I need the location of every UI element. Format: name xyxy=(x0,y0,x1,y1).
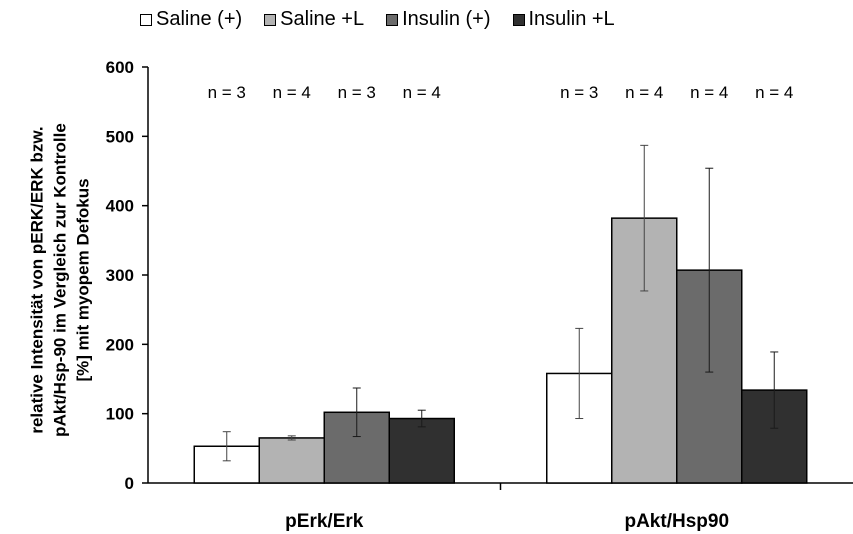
legend-item-insulin-l: Insulin +L xyxy=(512,8,615,31)
legend-label-insulin-l: Insulin +L xyxy=(528,8,615,30)
legend-label-saline-l: Saline +L xyxy=(280,8,365,30)
legend-swatch-insulin-l xyxy=(512,13,525,26)
bar xyxy=(388,417,455,484)
y-tick-label: 0 xyxy=(125,474,134,493)
sample-size-label: n = 3 xyxy=(208,83,246,102)
y-tick-label: 400 xyxy=(106,197,134,216)
sample-size-label: n = 4 xyxy=(755,83,793,102)
sample-size-label: n = 4 xyxy=(403,83,441,102)
sample-size-label: n = 4 xyxy=(273,83,311,102)
legend-label-insulin: Insulin (+) xyxy=(402,8,491,30)
legend-swatch-saline-l xyxy=(264,13,277,26)
legend-swatch-saline xyxy=(140,13,152,26)
x-tick-label: pAkt/Hsp90 xyxy=(624,511,729,532)
legend-item-insulin: Insulin (+) xyxy=(386,8,491,31)
x-tick-label: pErk/Erk xyxy=(285,511,364,532)
sample-size-label: n = 3 xyxy=(560,83,598,102)
y-tick-label: 300 xyxy=(106,266,134,285)
y-tick-label: 200 xyxy=(106,335,134,354)
legend-swatch-insulin xyxy=(386,13,399,26)
legend-item-saline-l: Saline +L xyxy=(264,8,364,31)
y-tick-label: 100 xyxy=(106,405,134,424)
sample-size-label: n = 4 xyxy=(690,83,728,102)
legend: Saline (+) Saline +L Insulin (+) Insulin… xyxy=(140,8,615,31)
bar xyxy=(258,437,325,484)
legend-item-saline: Saline (+) xyxy=(140,8,242,31)
sample-size-label: n = 3 xyxy=(338,83,376,102)
sample-size-label: n = 4 xyxy=(625,83,663,102)
y-tick-label: 600 xyxy=(106,58,134,77)
y-tick-label: 500 xyxy=(106,127,134,146)
legend-label-saline: Saline (+) xyxy=(156,8,243,30)
